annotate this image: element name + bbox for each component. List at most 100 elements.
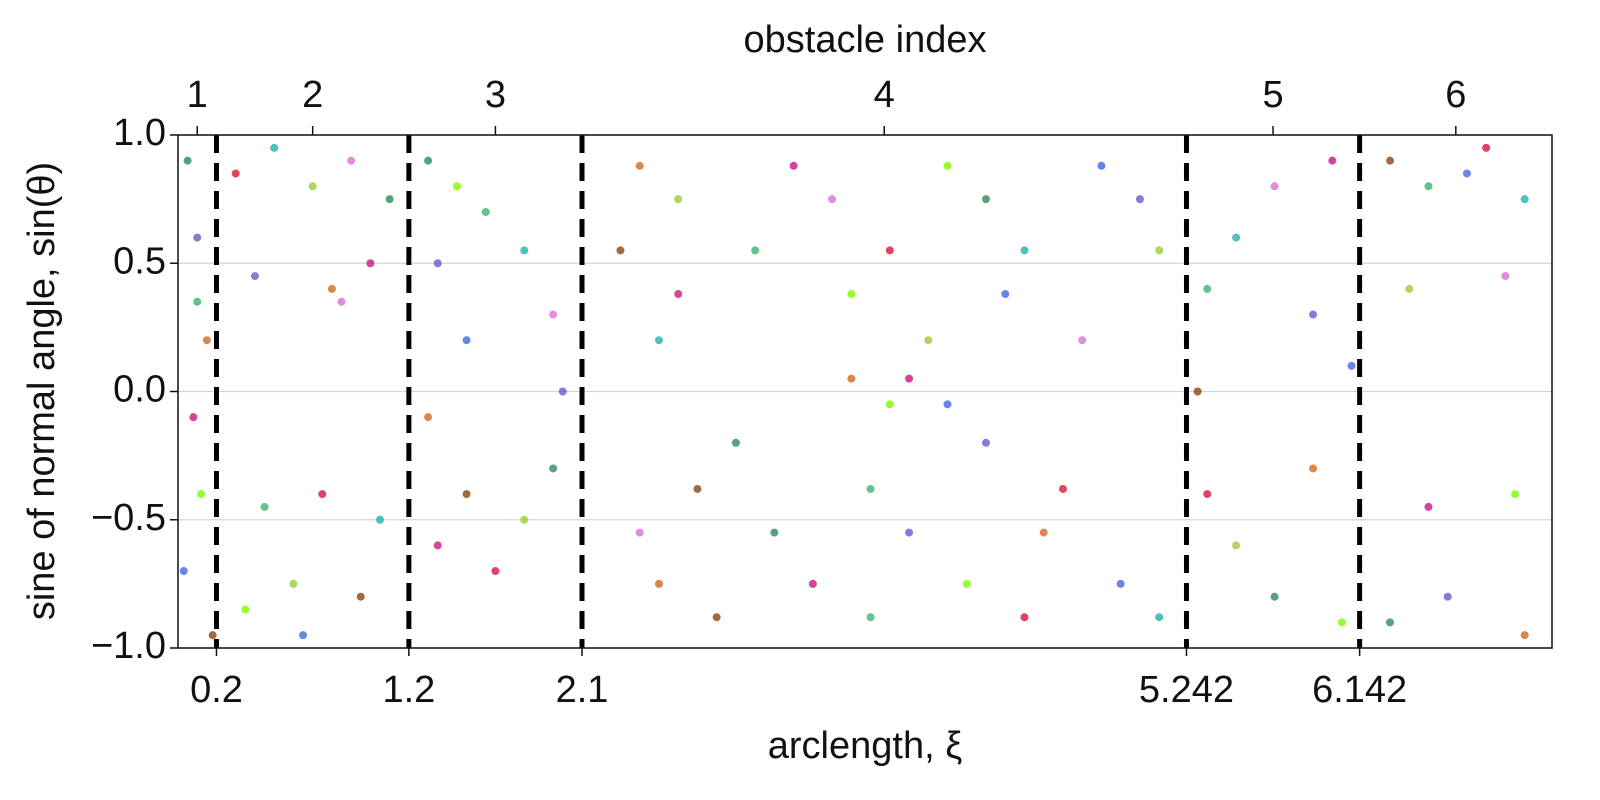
point — [452, 182, 461, 191]
point — [491, 567, 500, 576]
point — [318, 490, 327, 499]
point — [202, 336, 211, 345]
point — [260, 502, 269, 511]
point — [424, 156, 433, 165]
point — [189, 413, 198, 422]
point — [674, 195, 683, 204]
point — [1193, 387, 1202, 396]
point — [885, 246, 894, 255]
point — [1520, 195, 1529, 204]
point — [1203, 284, 1212, 293]
y-tick-label: 0.5 — [113, 240, 166, 282]
point — [1443, 592, 1452, 601]
point — [1462, 169, 1471, 178]
y-tick-label: −1.0 — [91, 625, 166, 667]
point — [1386, 618, 1395, 627]
point — [1155, 246, 1164, 255]
point — [520, 246, 529, 255]
point — [905, 528, 914, 537]
top-tick-label: 1 — [187, 74, 208, 116]
point — [1405, 284, 1414, 293]
point — [731, 438, 740, 447]
point — [654, 579, 663, 588]
point — [433, 259, 442, 268]
point — [1232, 233, 1241, 242]
top-tick-label: 5 — [1262, 74, 1283, 116]
point — [356, 592, 365, 601]
point — [770, 528, 779, 537]
point — [424, 413, 433, 422]
point — [982, 195, 991, 204]
point — [179, 567, 188, 576]
point — [558, 387, 567, 396]
point — [1155, 613, 1164, 622]
point — [1020, 613, 1029, 622]
top-tick-label: 4 — [874, 74, 895, 116]
point — [1309, 464, 1318, 473]
point — [847, 290, 856, 299]
point — [270, 143, 279, 152]
point — [654, 336, 663, 345]
x-tick-label: 5.242 — [1139, 669, 1234, 711]
point — [193, 233, 202, 242]
x-tick-label: 6.142 — [1312, 669, 1407, 711]
top-tick-label: 3 — [485, 74, 506, 116]
point — [1097, 161, 1106, 170]
point — [1058, 484, 1067, 493]
point — [1039, 528, 1048, 537]
point — [1001, 290, 1010, 299]
point — [1482, 143, 1491, 152]
point — [520, 515, 529, 524]
x-tick-label: 2.1 — [556, 669, 609, 711]
point — [1424, 182, 1433, 191]
point — [616, 246, 625, 255]
point — [1386, 156, 1395, 165]
x-tick-label: 0.2 — [190, 669, 243, 711]
point — [789, 161, 798, 170]
point — [943, 161, 952, 170]
point — [250, 272, 259, 281]
point — [549, 310, 558, 319]
x-tick-label: 1.2 — [382, 669, 435, 711]
point — [231, 169, 240, 178]
x-axis-label: arclength, ξ — [768, 725, 962, 767]
point — [712, 613, 721, 622]
point — [1501, 272, 1510, 281]
point — [193, 297, 202, 306]
point — [1135, 195, 1144, 204]
point — [327, 284, 336, 293]
point — [828, 195, 837, 204]
point — [1078, 336, 1087, 345]
top-tick-label: 2 — [302, 74, 323, 116]
point — [385, 195, 394, 204]
point — [943, 400, 952, 409]
point — [1116, 579, 1125, 588]
point — [1270, 592, 1279, 601]
point — [1520, 631, 1529, 640]
point — [1511, 490, 1520, 499]
point — [433, 541, 442, 550]
point — [905, 374, 914, 383]
point — [982, 438, 991, 447]
point — [462, 490, 471, 499]
y-tick-label: −0.5 — [91, 497, 166, 539]
point — [1328, 156, 1337, 165]
point — [962, 579, 971, 588]
point — [481, 207, 490, 216]
point — [808, 579, 817, 588]
point — [549, 464, 558, 473]
point — [635, 528, 644, 537]
point — [1232, 541, 1241, 550]
point — [885, 400, 894, 409]
point — [924, 336, 933, 345]
point — [462, 336, 471, 345]
point — [866, 484, 875, 493]
point — [1270, 182, 1279, 191]
point — [197, 490, 206, 499]
point — [241, 605, 250, 614]
point — [347, 156, 356, 165]
y-axis-label: sine of normal angle, sin(θ) — [21, 162, 63, 620]
point — [1309, 310, 1318, 319]
